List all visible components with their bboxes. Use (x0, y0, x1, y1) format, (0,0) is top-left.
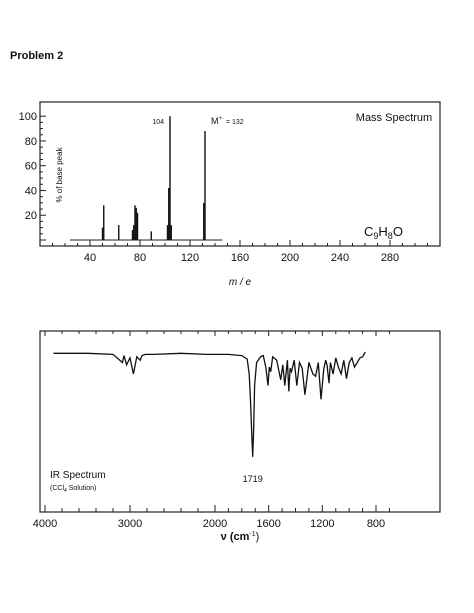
ir-x-tick-label: 2000 (203, 518, 227, 530)
mass-x-tick-label: 40 (84, 252, 96, 264)
solvent-pre: (CCl (50, 485, 64, 492)
page-heading: Problem 2 (10, 50, 64, 62)
mass-x-tick-label: 120 (181, 252, 199, 264)
ir-x-axis-label: ν (cm-1) (221, 531, 260, 543)
mass-y-axis-label: % of base peak (55, 146, 64, 202)
mass-x-tick-label: 160 (231, 252, 249, 264)
mass-y-axis: 20 40 60 80 100 (19, 111, 46, 241)
peak-label-104: 104 (152, 119, 164, 126)
ir-frame (39, 330, 441, 513)
mass-x-tick-label: 200 (281, 252, 299, 264)
solvent-sub: 4 (64, 488, 67, 494)
ir-x-tick-label: 800 (367, 518, 385, 530)
ir-x-tick-label: 1200 (310, 518, 334, 530)
ir-x-axis: 4000 3000 2000 1600 1200 800 (33, 331, 390, 530)
formula-c: C (364, 224, 373, 239)
mass-x-axis-label: m / e (229, 277, 252, 288)
mass-y-tick-label: 80 (25, 136, 37, 148)
peak-label-molecular-ion: M+· = 132 (211, 116, 244, 126)
ir-xlabel-sup: -1 (249, 531, 255, 538)
mass-y-tick-label: 60 (25, 161, 37, 173)
peak-label-1719: 1719 (243, 474, 263, 484)
mass-panel-label: Mass Spectrum (356, 112, 432, 124)
mass-y-tick-label: 40 (25, 185, 37, 197)
formula-h: H (378, 224, 387, 239)
formula-o: O (393, 224, 403, 239)
ir-spectrum-chart: 4000 3000 2000 1600 1200 800 IR Spectrum (CCl… (33, 330, 441, 543)
mass-peaks (101, 116, 206, 240)
mass-y-tick-label: 20 (25, 210, 37, 222)
mass-y-tick-label: 100 (19, 111, 37, 123)
ir-xlabel-end: ) (256, 531, 260, 543)
mass-x-tick-label: 80 (134, 252, 146, 264)
ir-x-tick-label: 1600 (256, 518, 280, 530)
ir-trace-line (53, 351, 366, 457)
ir-solvent-label: (CCl4 Solution) (50, 485, 96, 494)
formula-sub-h: 8 (388, 231, 393, 241)
ir-panel-label: IR Spectrum (50, 470, 106, 481)
molecular-ion-m: M (211, 116, 219, 126)
mass-x-tick-label: 240 (331, 252, 349, 264)
formula-sub-c: 9 (373, 231, 378, 241)
ir-xlabel-main: ν (cm (221, 531, 250, 543)
mass-spectrum-chart: 20 40 60 80 100 40 80 120 160 200 240 280 % of bas… (19, 101, 441, 288)
mass-x-axis: 40 80 120 160 200 240 280 (52, 240, 428, 264)
solvent-post: Solution) (67, 485, 97, 492)
mass-x-tick-label: 280 (381, 252, 399, 264)
ir-x-tick-label: 4000 (33, 518, 57, 530)
ir-x-tick-label: 3000 (118, 518, 142, 530)
molecular-ion-sup: +· (219, 116, 225, 122)
molecular-formula: C9H8O (364, 224, 403, 241)
molecular-ion-mass: = 132 (224, 119, 244, 126)
